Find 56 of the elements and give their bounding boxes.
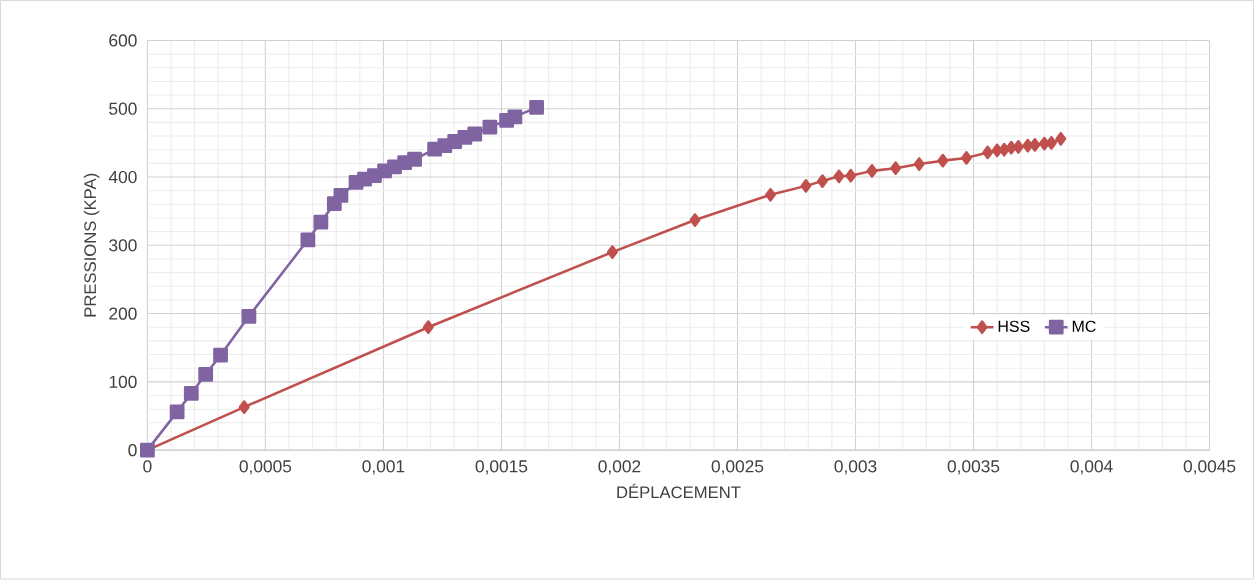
point bbox=[1045, 136, 1057, 150]
x-tick-label: 0,0005 bbox=[239, 460, 292, 475]
point bbox=[313, 214, 329, 230]
point bbox=[890, 161, 902, 176]
point bbox=[816, 174, 828, 189]
x-tick-label: 0,0035 bbox=[947, 460, 1000, 475]
point bbox=[689, 213, 701, 228]
x-tick-label: 0,001 bbox=[362, 460, 405, 475]
point bbox=[866, 164, 878, 178]
point bbox=[482, 120, 498, 135]
y-axis-title: PRESSIONS (KPA) bbox=[83, 174, 100, 317]
x-axis-title: DÉPLACEMENT bbox=[617, 483, 741, 499]
x-tick-label: 0,002 bbox=[598, 460, 641, 475]
point bbox=[960, 151, 972, 165]
point bbox=[333, 188, 349, 204]
y-tick-label: 300 bbox=[109, 239, 137, 252]
y-tick-label: 400 bbox=[108, 171, 137, 184]
x-tick-label: 0,0045 bbox=[1183, 460, 1236, 475]
y-tick-label: 600 bbox=[109, 34, 137, 47]
point bbox=[507, 109, 523, 125]
point bbox=[800, 179, 812, 193]
point bbox=[937, 154, 949, 168]
x-tick-label: 0,0025 bbox=[711, 460, 764, 475]
point bbox=[765, 188, 776, 202]
point bbox=[407, 152, 422, 167]
point bbox=[198, 367, 214, 382]
point bbox=[529, 100, 544, 115]
point bbox=[169, 404, 185, 420]
y-tick-label: 0 bbox=[128, 444, 137, 457]
point bbox=[1022, 138, 1034, 153]
point bbox=[1055, 132, 1067, 146]
x-tick-label: 0,004 bbox=[1070, 460, 1113, 475]
y-tick-label: 200 bbox=[109, 307, 137, 320]
point bbox=[241, 309, 257, 324]
point bbox=[213, 348, 228, 363]
point bbox=[1029, 138, 1041, 153]
point bbox=[998, 143, 1010, 157]
point bbox=[300, 232, 316, 248]
point bbox=[982, 145, 994, 160]
point bbox=[238, 400, 250, 415]
point bbox=[833, 169, 845, 184]
point bbox=[183, 386, 199, 402]
legend-label: MC bbox=[1072, 320, 1096, 333]
legend-label: HSS bbox=[998, 320, 1030, 333]
x-tick-label: 0,003 bbox=[834, 460, 877, 475]
y-tick-label: 100 bbox=[109, 375, 137, 389]
point bbox=[606, 245, 618, 260]
point bbox=[467, 126, 483, 142]
point bbox=[845, 169, 857, 183]
point bbox=[422, 320, 434, 335]
point bbox=[991, 143, 1003, 158]
point bbox=[1012, 140, 1024, 155]
y-tick-label: 500 bbox=[109, 102, 137, 116]
x-tick-label: 0,0015 bbox=[475, 460, 528, 475]
x-tick-label: 0 bbox=[143, 460, 152, 473]
point bbox=[913, 157, 925, 172]
